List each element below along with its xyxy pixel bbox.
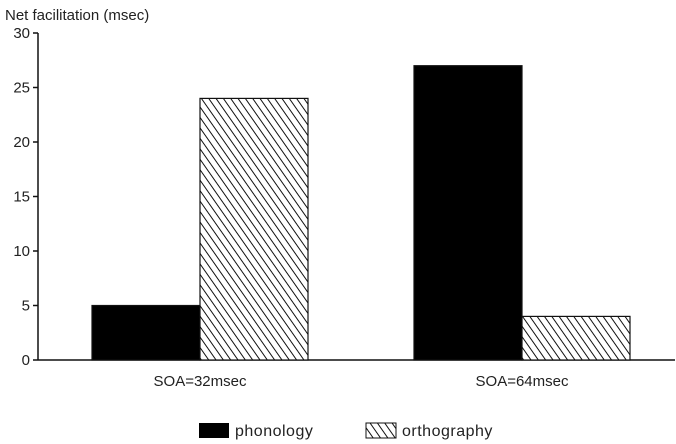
legend-swatch-orthography: [365, 422, 397, 439]
bar-orthography-2: [521, 315, 631, 361]
y-tick-label: 0: [22, 352, 30, 369]
bar-phonology-2: [413, 65, 523, 361]
x-category-label: SOA=64msec: [476, 373, 569, 390]
y-tick-label: 30: [13, 25, 30, 42]
legend-label-orthography: orthography: [402, 423, 493, 440]
bar-orthography-1: [199, 97, 309, 361]
y-tick-label: 20: [13, 134, 30, 151]
legend: phonology orthography: [199, 422, 493, 440]
y-axis-label: Net facilitation (msec): [5, 7, 149, 24]
y-tick-label: 5: [22, 298, 30, 315]
y-tick-label: 15: [13, 189, 30, 206]
x-category-label: SOA=32msec: [154, 373, 247, 390]
bar-phonology-1: [91, 304, 201, 361]
legend-swatch-phonology: [199, 423, 229, 438]
y-tick-label: 25: [13, 80, 30, 97]
y-axis-ticks: 0 5 10 15 20 25 30: [13, 25, 38, 369]
category-labels: SOA=32msec SOA=64msec: [154, 373, 569, 390]
legend-label-phonology: phonology: [235, 423, 313, 440]
bars: [91, 65, 631, 361]
y-tick-label: 10: [13, 243, 30, 260]
